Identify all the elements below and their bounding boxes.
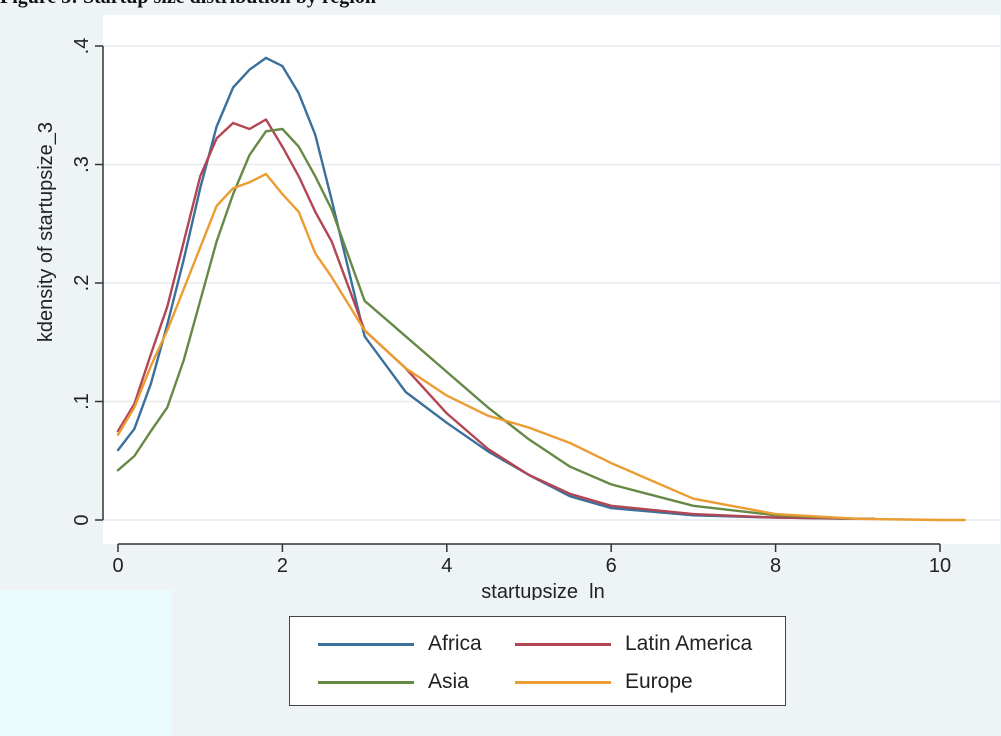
x-tick-label: 2 bbox=[277, 555, 288, 577]
x-axis: 0 2 4 6 8 10 bbox=[112, 543, 951, 577]
legend-swatch-asia bbox=[318, 680, 414, 684]
legend-swatch-latin-america bbox=[515, 642, 611, 646]
series-line-latin-america bbox=[116, 118, 876, 520]
x-tick-label: 6 bbox=[606, 555, 617, 577]
y-tick-label: .1 bbox=[71, 393, 93, 410]
gridlines bbox=[103, 45, 1000, 521]
legend-swatch-africa bbox=[318, 642, 414, 646]
x-tick-label: 4 bbox=[441, 555, 452, 577]
left-margin-panel bbox=[0, 590, 172, 736]
legend-item-europe: Europe bbox=[515, 667, 693, 697]
legend-item-asia: Asia bbox=[318, 667, 469, 697]
y-tick-label: .3 bbox=[71, 156, 93, 173]
x-tick-label: 0 bbox=[112, 555, 123, 577]
plot-area bbox=[103, 15, 1000, 544]
legend-label-asia: Asia bbox=[428, 670, 469, 693]
legend-label-europe: Europe bbox=[625, 670, 693, 693]
legend-item-africa: Africa bbox=[318, 629, 482, 659]
kdensity-chart: 0 2 4 6 8 10 0 .1 .2 .3 .4 startupsize_ln kdensit… bbox=[35, 15, 1000, 600]
legend-label-latin-america: Latin America bbox=[625, 632, 753, 655]
x-tick-label: 8 bbox=[770, 555, 781, 577]
legend-label-africa: Africa bbox=[428, 632, 482, 655]
y-tick-label: .4 bbox=[71, 38, 93, 55]
figure-caption: Figure 3: Startup size distribution by r… bbox=[0, 0, 1001, 8]
series-line-europe bbox=[116, 172, 966, 522]
x-tick-label: 10 bbox=[929, 555, 951, 577]
legend-item-latin-america: Latin America bbox=[515, 629, 752, 659]
series-lines bbox=[116, 56, 966, 522]
legend: Africa Latin America Asia Europe bbox=[289, 616, 786, 706]
x-axis-title: startupsize_ln bbox=[481, 581, 604, 600]
y-tick-label: .2 bbox=[71, 275, 93, 292]
y-axis-title: kdensity of startupsize_3 bbox=[35, 122, 57, 342]
y-tick-label: 0 bbox=[71, 514, 93, 525]
series-line-africa bbox=[116, 56, 876, 520]
y-axis: 0 .1 .2 .3 .4 bbox=[71, 38, 104, 526]
legend-swatch-europe bbox=[515, 680, 611, 684]
series-line-asia bbox=[116, 127, 876, 520]
